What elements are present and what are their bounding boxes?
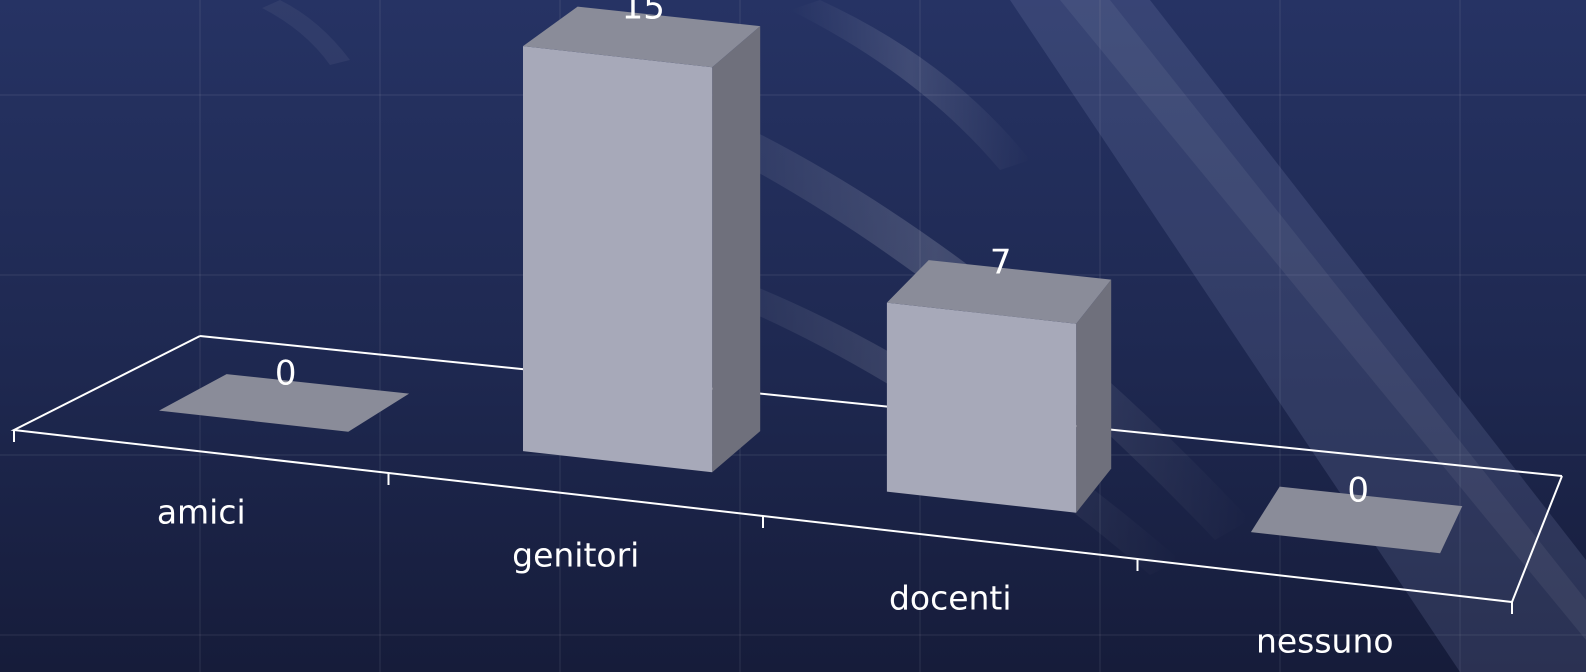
bar-side-face <box>712 26 761 473</box>
category-labels: amici genitori docenti nessuno <box>157 493 1394 661</box>
x-tick-label: nessuno <box>1256 622 1394 661</box>
x-tick-label: docenti <box>889 579 1012 618</box>
data-label: 0 <box>1347 471 1369 511</box>
bar-top-face <box>523 6 761 68</box>
bar-top-face <box>886 260 1112 324</box>
data-label: 15 <box>622 0 665 28</box>
floor-outline-back <box>199 335 1563 477</box>
bar-side-face <box>1076 279 1112 513</box>
x-tick-label: genitori <box>512 536 639 575</box>
bar-front-face <box>523 46 713 473</box>
bar-front-face <box>886 302 1077 513</box>
bar-amici <box>159 374 410 432</box>
x-tick-label: amici <box>157 493 246 532</box>
data-label: 0 <box>275 354 297 394</box>
bar-top-face <box>1250 486 1463 554</box>
bars <box>159 6 1463 554</box>
bar-top-face <box>159 374 410 432</box>
bar-nessuno <box>1250 486 1463 554</box>
data-labels: 0 15 7 0 <box>275 0 1369 511</box>
bar-genitori <box>523 6 761 473</box>
bar-docenti <box>886 260 1112 513</box>
chart-floor <box>10 335 1563 614</box>
data-label: 7 <box>990 243 1012 283</box>
